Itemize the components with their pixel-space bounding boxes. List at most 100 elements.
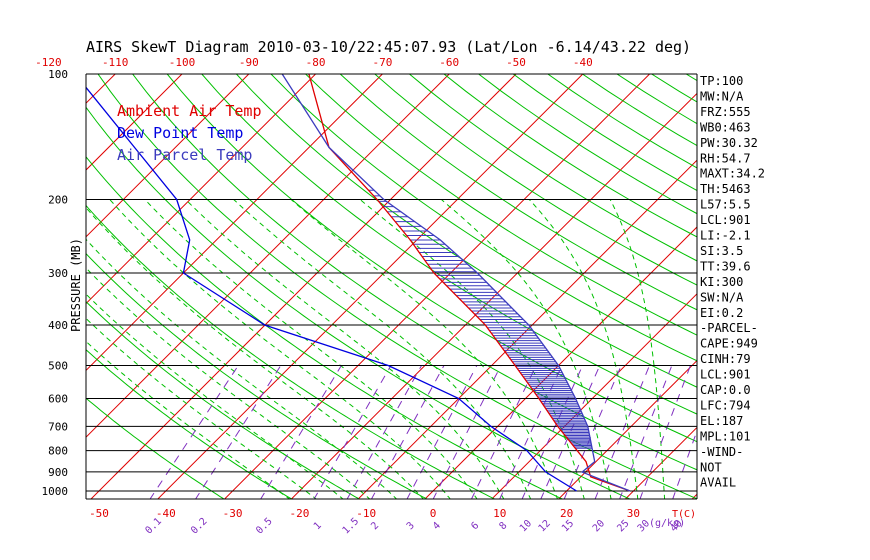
stat-line: PW:30.32 <box>700 136 758 150</box>
mixing-ratio-line <box>619 365 673 499</box>
isotherm-line <box>758 74 870 500</box>
stat-line: MAXT:34.2 <box>700 167 765 181</box>
isotherm-line <box>0 74 48 500</box>
mixing-ratio-line <box>370 365 445 499</box>
stat-line: SI:3.5 <box>700 244 743 258</box>
mixing-ratio-line <box>432 365 502 499</box>
series-line-air-parcel-temp <box>281 74 631 492</box>
stat-line: FRZ:555 <box>700 105 751 119</box>
stat-line: LCL:901 <box>700 368 751 382</box>
mixing-ratio-label: 10 <box>518 518 534 534</box>
mixing-ratio-label: 0.5 <box>254 516 275 537</box>
moist-adiabat-line <box>86 206 425 499</box>
mixing-ratio-label: 0.2 <box>189 516 210 537</box>
dry-adiabat-line <box>478 74 697 215</box>
legend-dew-point-temp: Dew Point Temp <box>117 124 243 142</box>
pressure-tick-label: 100 <box>48 68 68 81</box>
bottom-temp-tick-label: -40 <box>156 507 176 520</box>
stat-line: TP:100 <box>700 74 743 88</box>
isotherm-line <box>290 92 697 499</box>
chart-title: AIRS SkewT Diagram 2010-03-10/22:45:07.9… <box>86 38 691 56</box>
legend: Ambient Air Temp Dew Point Temp Air Parc… <box>117 102 262 164</box>
moist-adiabat-line <box>359 199 585 499</box>
pressure-tick-label: 200 <box>48 194 68 207</box>
stat-line: TT:39.6 <box>700 259 751 273</box>
isotherm-line <box>90 74 517 499</box>
dry-adiabat-line <box>86 156 564 499</box>
stat-line: CAPE:949 <box>700 337 758 351</box>
stat-line: CINH:79 <box>700 352 751 366</box>
mixing-ratio-label: 4 <box>431 520 443 532</box>
stat-line: EI:0.2 <box>700 306 743 320</box>
dry-adiabat-line <box>374 74 697 286</box>
top-temp-tick-label: -70 <box>372 56 392 69</box>
stat-line: L57:5.5 <box>700 198 751 212</box>
pressure-tick-label: 1000 <box>42 485 69 498</box>
mixing-ratio-label: 1 <box>312 520 324 532</box>
stat-line: AVAIL <box>700 476 736 490</box>
pressure-tick-label: 900 <box>48 466 68 479</box>
mixing-ratio-line <box>149 365 239 499</box>
pressure-tick-label: 500 <box>48 359 68 372</box>
y-axis-label: PRESSURE (MB) <box>69 238 83 332</box>
stat-line: TH:5463 <box>700 182 751 196</box>
moist-adiabat-line <box>233 199 532 499</box>
series-line-dew-point-temp <box>86 86 577 492</box>
stat-line: -PARCEL- <box>700 321 758 335</box>
dry-adiabat-line <box>409 74 697 262</box>
mixing-ratio-label: 8 <box>497 520 509 532</box>
dry-adiabat-line <box>443 74 697 238</box>
mixing-ratio-unit: (g/kg) <box>649 518 685 529</box>
moist-adiabat-line <box>609 199 666 499</box>
mixing-ratio-label: 15 <box>560 518 576 534</box>
mixing-ratio-line <box>346 365 422 499</box>
stat-line: LI:-2.1 <box>700 229 751 243</box>
top-temp-tick-label: -80 <box>306 56 326 69</box>
mixing-ratio-label: 12 <box>537 518 553 534</box>
isotherm-line <box>157 74 584 499</box>
dry-adiabat-line <box>86 252 428 499</box>
mixing-ratio-line <box>521 365 584 499</box>
isotherm-line <box>223 74 650 499</box>
stat-line: LCL:901 <box>700 213 751 227</box>
stat-line: EL:187 <box>700 414 743 428</box>
bottom-temp-tick-label: -20 <box>289 507 309 520</box>
stat-line: CAP:0.0 <box>700 383 751 397</box>
isotherm-line <box>86 74 383 372</box>
mixing-ratio-line <box>260 365 342 499</box>
moist-adiabat-line <box>86 267 371 499</box>
moist-adiabat-line <box>86 293 344 499</box>
isotherm-line <box>86 74 250 238</box>
bottom-temp-tick-label: -10 <box>356 507 376 520</box>
legend-air-parcel-temp: Air Parcel Temp <box>117 146 252 164</box>
isotherm-line <box>86 74 183 171</box>
mixing-ratio-line <box>639 365 691 499</box>
mixing-ratio-line <box>594 365 650 499</box>
mixing-ratio-label: 2 <box>369 520 381 532</box>
dry-adiabat-line <box>825 74 870 500</box>
dry-adiabat-line <box>86 300 361 499</box>
top-temp-tick-label: -100 <box>169 56 196 69</box>
pressure-tick-label: 800 <box>48 445 68 458</box>
dry-adiabat-line <box>236 74 697 388</box>
mixing-ratio-line <box>406 365 478 499</box>
mixing-ratio-line <box>563 365 622 499</box>
isotherm-line <box>557 359 697 499</box>
moist-adiabat-line <box>86 238 398 499</box>
mixing-ratio-line <box>470 365 537 499</box>
bottom-temp-tick-label: -30 <box>223 507 243 520</box>
mixing-ratio-label: 6 <box>469 520 481 532</box>
stat-line: MW:N/A <box>700 89 744 103</box>
moist-adiabat-line <box>185 199 505 499</box>
dry-adiabat-line <box>86 349 293 499</box>
series-line-ambient-air-temp <box>308 74 631 492</box>
moist-adiabat-line <box>528 199 639 499</box>
stat-line: NOT <box>700 460 722 474</box>
dry-adiabat-line <box>339 74 697 311</box>
isotherm-line <box>825 74 870 500</box>
moist-adiabat-line <box>144 199 478 499</box>
isotherm-line <box>624 426 697 499</box>
temp-axis-unit: T(C) <box>672 509 696 520</box>
stat-line: WB0:463 <box>700 120 751 134</box>
pressure-tick-label: 600 <box>48 392 68 405</box>
